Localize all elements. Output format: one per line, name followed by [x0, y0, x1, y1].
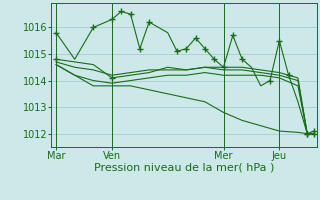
X-axis label: Pression niveau de la mer( hPa ): Pression niveau de la mer( hPa ): [94, 163, 274, 173]
